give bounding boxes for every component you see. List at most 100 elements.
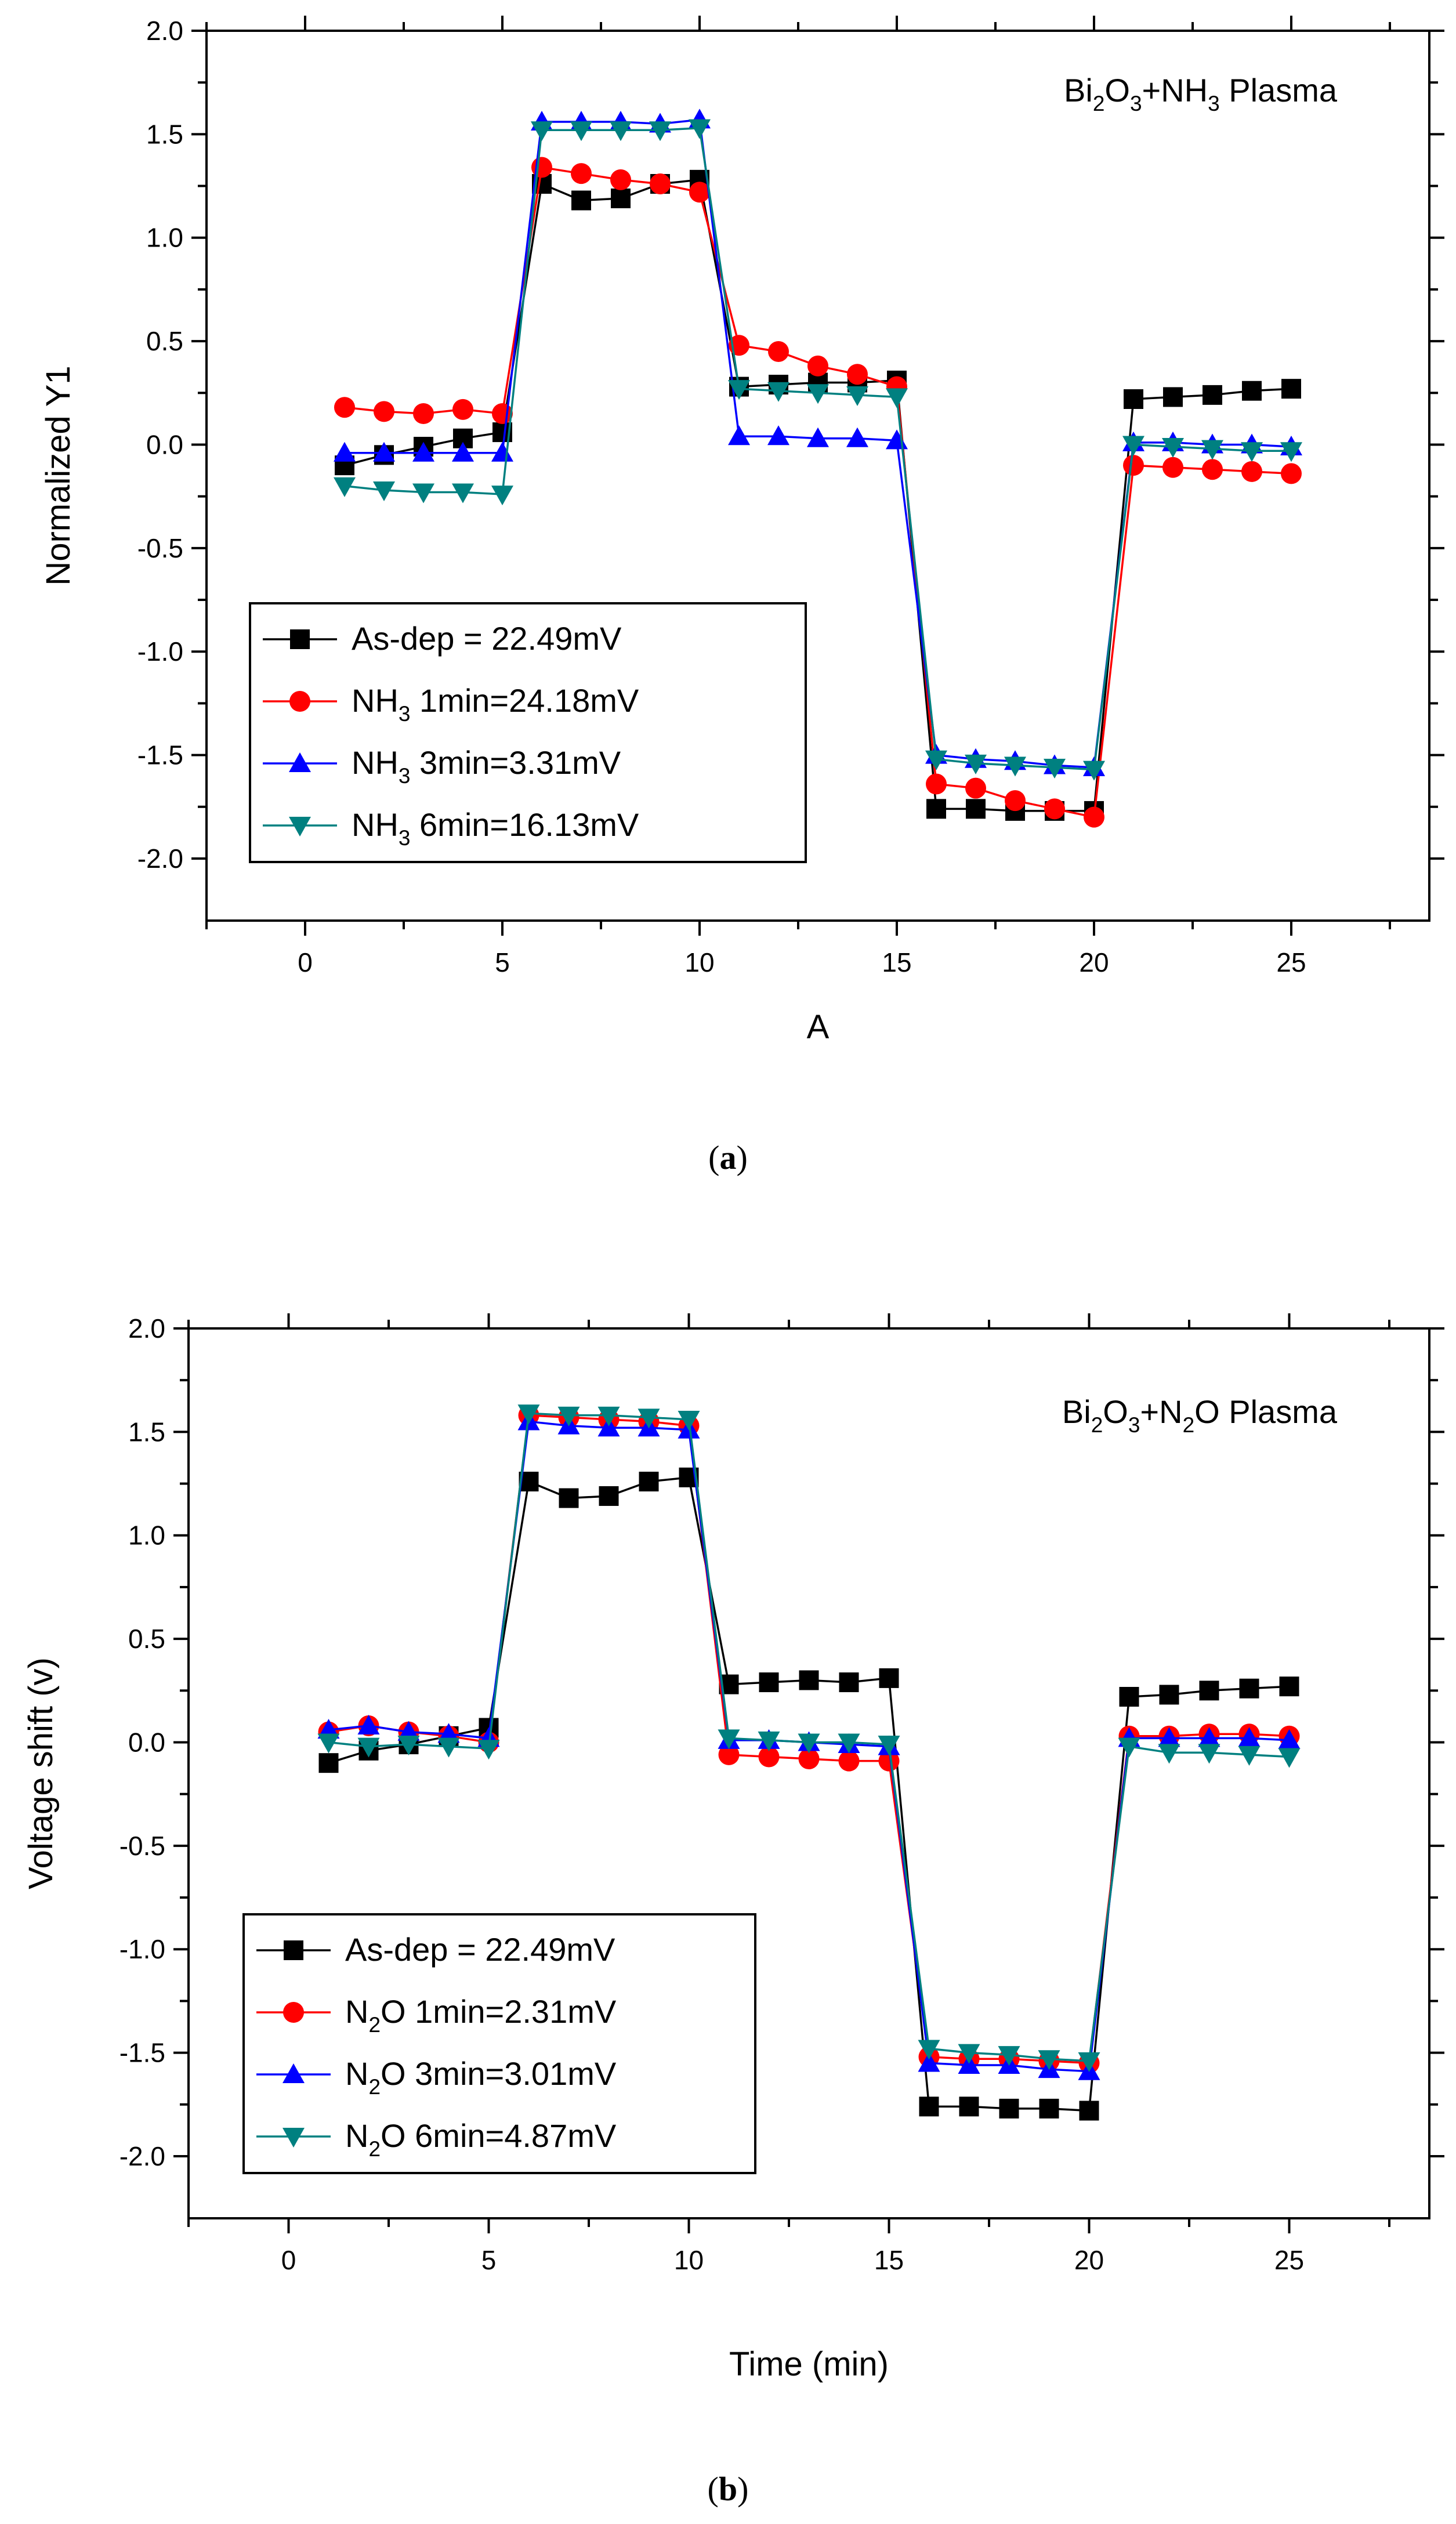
x-tick-label: 15 (882, 947, 911, 977)
data-point (1039, 2098, 1059, 2119)
plot-frame (205, 30, 1430, 922)
data-point (437, 1737, 460, 1758)
chart-title: Bi2O3+NH3 Plasma (1064, 72, 1338, 115)
data-point (918, 2052, 940, 2072)
y-tick-label: 0.0 (146, 429, 183, 459)
legend-label-part: 2 (368, 2075, 381, 2099)
legend-label: As-dep = 22.49mV (352, 620, 622, 657)
data-point (317, 1733, 340, 1754)
data-point (599, 1486, 619, 1506)
data-point (767, 382, 789, 402)
data-point (1005, 790, 1026, 812)
data-point (571, 163, 592, 184)
data-point (491, 486, 513, 506)
data-point (610, 121, 632, 142)
legend-label-part: NH (352, 806, 399, 843)
legend-label-part: N (345, 1993, 368, 2030)
data-point (838, 1750, 860, 1772)
data-point (491, 441, 513, 462)
caption-paren: ( (708, 1139, 719, 1176)
legend-label-part: 6min=16.13mV (410, 806, 639, 843)
data-point (1122, 436, 1144, 456)
x-tick-label: 0 (281, 2245, 296, 2275)
data-point (1078, 2052, 1100, 2072)
figure-caption: (a) (708, 1139, 748, 1176)
data-point (374, 401, 394, 422)
data-point (357, 1714, 380, 1734)
data-point (878, 1750, 900, 1772)
chart-title-part: 3 (1128, 1413, 1140, 1437)
x-tick-label: 15 (874, 2245, 904, 2275)
data-point (1198, 1744, 1220, 1764)
data-point (879, 1668, 899, 1688)
legend-label: N2O 6min=4.87mV (345, 2117, 617, 2161)
data-point (767, 425, 789, 446)
y-tick-label: -1.0 (119, 1934, 165, 1964)
data-point (649, 121, 671, 142)
data-point (838, 1733, 860, 1754)
data-point (517, 1404, 540, 1425)
data-point (1203, 385, 1222, 405)
data-point (1241, 442, 1263, 462)
data-point (965, 754, 987, 774)
caption-letter: a (720, 1139, 737, 1176)
data-point (1278, 1748, 1301, 1768)
data-point (689, 119, 711, 139)
data-point (758, 1731, 780, 1751)
data-point (807, 355, 828, 376)
legend-entry: As-dep = 22.49mV (263, 620, 622, 657)
data-point (799, 1670, 819, 1690)
data-point (357, 1737, 380, 1758)
legend-label-part: NH (352, 744, 399, 781)
legend-label-part: O 3min=3.01mV (381, 2055, 617, 2092)
data-point (397, 1736, 420, 1756)
figure-caption: (b) (708, 2470, 749, 2508)
y-tick-label: 2.0 (128, 1313, 165, 1344)
data-point (807, 384, 829, 404)
data-point (919, 2096, 939, 2117)
data-point (1038, 2050, 1060, 2070)
data-point (758, 1746, 780, 1768)
y-tick-label: 2.0 (146, 16, 183, 46)
data-point (570, 121, 592, 142)
legend-label-part: 2 (368, 2137, 381, 2161)
data-point (925, 750, 947, 770)
data-point (728, 425, 750, 446)
legend-entry: As-dep = 22.49mV (256, 1931, 615, 1968)
data-point (1238, 1727, 1261, 1747)
legend-marker (284, 1940, 303, 1960)
legend-marker (283, 2002, 304, 2023)
legend-entry: N2O 3min=3.01mV (256, 2055, 617, 2099)
data-point (1278, 1729, 1301, 1749)
series-3 (334, 119, 1302, 781)
data-point (318, 1753, 339, 1773)
data-point (678, 1410, 700, 1431)
legend-label-part: N (345, 2055, 368, 2092)
data-point (597, 1406, 620, 1426)
chart-title-part: 2 (1183, 1413, 1195, 1437)
y-tick-label: -0.5 (137, 533, 183, 563)
legend-label-part: 3min=3.31mV (410, 744, 621, 781)
data-point (807, 427, 829, 447)
data-point (718, 1729, 740, 1750)
data-point (373, 441, 395, 462)
y-tick-label: 0.5 (128, 1624, 165, 1654)
y-tick-label: -2.0 (119, 2141, 165, 2171)
legend-label: N2O 1min=2.31mV (345, 1993, 617, 2037)
chart-title-part: Bi (1064, 72, 1093, 108)
y-axis-label: Voltage shift (v) (22, 1657, 60, 1889)
data-point (798, 1733, 820, 1754)
data-point (1202, 459, 1223, 480)
data-point (966, 799, 986, 819)
data-point (759, 1672, 779, 1693)
legend-label-part: 1min=24.18mV (410, 682, 639, 719)
x-tick-label: 0 (298, 947, 313, 977)
legend-entry: N2O 6min=4.87mV (256, 2117, 617, 2161)
data-point (638, 1408, 660, 1429)
legend-entry: NH3 6min=16.13mV (263, 806, 639, 850)
x-tick-label: 5 (481, 2245, 497, 2275)
data-point (1004, 756, 1026, 777)
y-tick-label: -1.5 (137, 740, 183, 770)
data-point (1163, 387, 1183, 407)
